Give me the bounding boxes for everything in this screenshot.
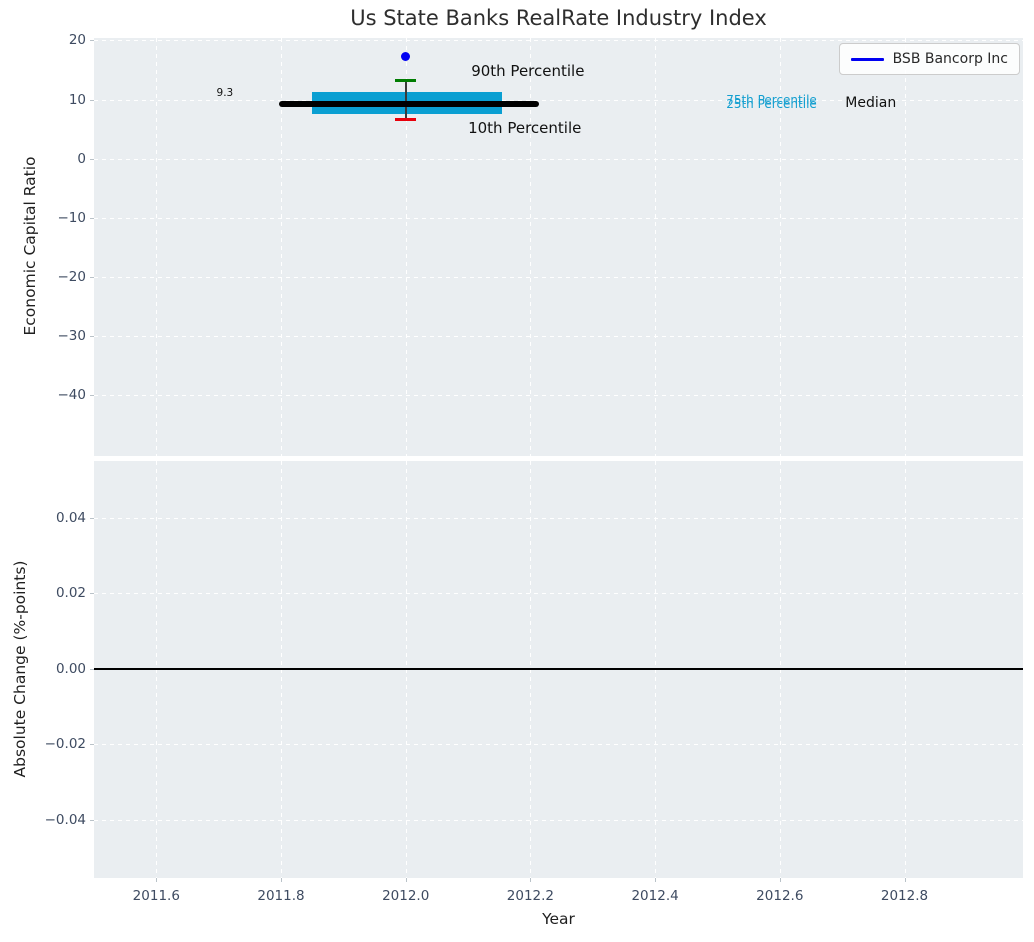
annotation: 90th Percentile <box>471 62 584 80</box>
gridline <box>94 218 1023 219</box>
median-line <box>279 101 538 107</box>
gridline <box>94 277 1023 278</box>
top-y-axis-label: Economic Capital Ratio <box>21 76 39 416</box>
y-tick-label: 0 <box>0 151 86 167</box>
y-tick-label: −0.02 <box>0 736 86 752</box>
x-tick-label: 2012.0 <box>382 888 429 904</box>
y-tick-label: −0.04 <box>0 812 86 828</box>
x-axis-label: Year <box>94 910 1023 928</box>
y-tick-mark <box>90 593 94 594</box>
gridline <box>94 744 1023 745</box>
y-tick-label: 10 <box>0 92 86 108</box>
y-tick-label: −10 <box>0 210 86 226</box>
y-tick-mark <box>90 336 94 337</box>
gridline <box>94 336 1023 337</box>
gridline <box>94 518 1023 519</box>
x-tick-mark <box>780 878 781 882</box>
gridline <box>94 820 1023 821</box>
y-tick-label: 0.02 <box>0 585 86 601</box>
x-tick-mark <box>905 878 906 882</box>
gridline <box>905 38 906 456</box>
gridline <box>94 159 1023 160</box>
y-tick-label: −30 <box>0 328 86 344</box>
legend-line-swatch <box>851 58 884 61</box>
x-tick-mark <box>530 878 531 882</box>
gridline <box>94 395 1023 396</box>
y-tick-mark <box>90 159 94 160</box>
gridline <box>655 38 656 456</box>
p10-cap <box>395 118 416 121</box>
y-tick-mark <box>90 820 94 821</box>
gridline <box>156 38 157 456</box>
x-tick-mark <box>281 878 282 882</box>
x-tick-label: 2011.8 <box>257 888 304 904</box>
top-plot-area: 90th Percentile10th Percentile9.375th Pe… <box>94 38 1023 456</box>
y-tick-mark <box>90 40 94 41</box>
gridline <box>94 40 1023 41</box>
y-tick-label: 20 <box>0 32 86 48</box>
x-tick-label: 2012.4 <box>631 888 678 904</box>
x-tick-label: 2012.8 <box>881 888 928 904</box>
annotation: Median <box>845 95 896 111</box>
x-tick-mark <box>156 878 157 882</box>
y-tick-mark <box>90 218 94 219</box>
y-tick-label: −40 <box>0 387 86 403</box>
p90-cap <box>395 79 416 82</box>
y-tick-mark <box>90 744 94 745</box>
legend: BSB Bancorp Inc <box>839 43 1020 75</box>
x-tick-label: 2012.2 <box>507 888 554 904</box>
company-point <box>401 52 410 61</box>
x-tick-mark <box>655 878 656 882</box>
y-tick-label: 0.00 <box>0 661 86 677</box>
legend-label: BSB Bancorp Inc <box>893 51 1008 67</box>
chart-title: Us State Banks RealRate Industry Index <box>94 6 1023 30</box>
x-tick-label: 2012.6 <box>756 888 803 904</box>
zero-line <box>94 668 1023 670</box>
y-tick-mark <box>90 395 94 396</box>
y-tick-mark <box>90 100 94 101</box>
figure: Us State Banks RealRate Industry Index 9… <box>0 0 1034 942</box>
annotation: 25th Percentile <box>726 97 817 111</box>
y-tick-label: −20 <box>0 269 86 285</box>
y-tick-mark <box>90 277 94 278</box>
x-tick-mark <box>406 878 407 882</box>
bottom-plot-area <box>94 461 1023 878</box>
y-tick-mark <box>90 518 94 519</box>
x-tick-label: 2011.6 <box>133 888 180 904</box>
gridline <box>94 593 1023 594</box>
annotation: 10th Percentile <box>468 119 581 137</box>
y-tick-label: 0.04 <box>0 510 86 526</box>
annotation: 9.3 <box>217 87 234 99</box>
